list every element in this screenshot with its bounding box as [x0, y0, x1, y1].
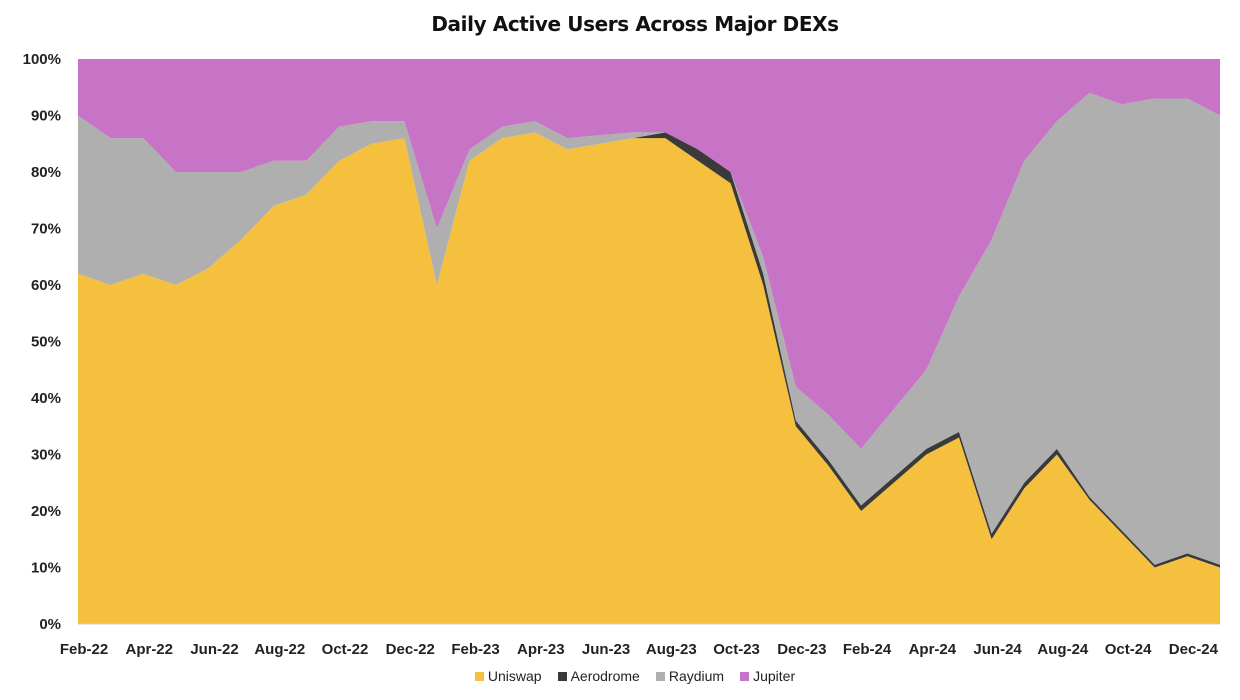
y-tick-label: 80%	[31, 164, 61, 181]
x-tick-label: Jun-22	[190, 641, 238, 658]
legend-item-uniswap: Uniswap	[474, 668, 542, 684]
legend: Uniswap Aerodrome Raydium Jupiter	[0, 668, 1240, 684]
x-tick-label: Oct-23	[713, 641, 760, 658]
chart-title: Daily Active Users Across Major DEXs	[431, 12, 839, 36]
legend-swatch	[655, 671, 665, 681]
legend-swatch	[557, 671, 567, 681]
y-tick-label: 50%	[31, 334, 61, 351]
x-tick-label: Apr-24	[909, 641, 957, 658]
y-tick-label: 70%	[31, 221, 61, 238]
x-tick-label: Jun-24	[973, 641, 1022, 658]
area-series-raydium	[78, 92, 1220, 565]
area-layer	[78, 59, 1220, 624]
legend-label: Aerodrome	[570, 668, 640, 684]
x-tick-label: Oct-24	[1105, 641, 1152, 658]
legend-label: Jupiter	[753, 668, 796, 684]
x-tick-label: Aug-23	[646, 641, 697, 658]
x-tick-label: Dec-23	[777, 641, 826, 658]
y-tick-label: 10%	[31, 560, 61, 577]
area-series-jupiter	[78, 59, 1220, 449]
y-tick-label: 30%	[31, 447, 61, 464]
x-tick-label: Feb-23	[451, 641, 499, 658]
x-tick-labels: Feb-22 Apr-22 Jun-22 Aug-22 Oct-22 Dec-22 Feb-…	[60, 641, 1219, 658]
legend-swatch	[740, 671, 750, 681]
y-tick-label: 20%	[31, 503, 61, 520]
x-tick-label: Apr-22	[125, 641, 173, 658]
x-tick-label: Dec-24	[1169, 641, 1219, 658]
x-tick-label: Jun-23	[582, 641, 630, 658]
legend-label: Raydium	[668, 668, 725, 684]
y-tick-labels: 0% 10% 20% 30% 40% 50% 60% 70% 80% 90% 100%	[23, 51, 61, 633]
y-tick-label: 60%	[31, 277, 61, 294]
x-tick-label: Aug-24	[1037, 641, 1088, 658]
x-tick-label: Feb-22	[60, 641, 108, 658]
x-tick-label: Feb-24	[843, 641, 892, 658]
legend-item-aerodrome: Aerodrome	[557, 668, 640, 684]
y-tick-label: 90%	[31, 108, 61, 125]
legend-label: Uniswap	[487, 668, 542, 684]
legend-item-raydium: Raydium	[655, 668, 725, 684]
x-tick-label: Apr-23	[517, 641, 565, 658]
legend-item-jupiter: Jupiter	[740, 668, 795, 684]
y-tick-label: 40%	[31, 390, 61, 407]
x-tick-label: Aug-22	[254, 641, 305, 658]
x-tick-label: Oct-22	[322, 641, 369, 658]
legend-swatch	[474, 671, 484, 681]
y-tick-label: 0%	[39, 616, 61, 633]
x-tick-label: Dec-22	[386, 641, 435, 658]
y-tick-label: 100%	[23, 51, 61, 68]
area-series-uniswap	[78, 132, 1220, 624]
